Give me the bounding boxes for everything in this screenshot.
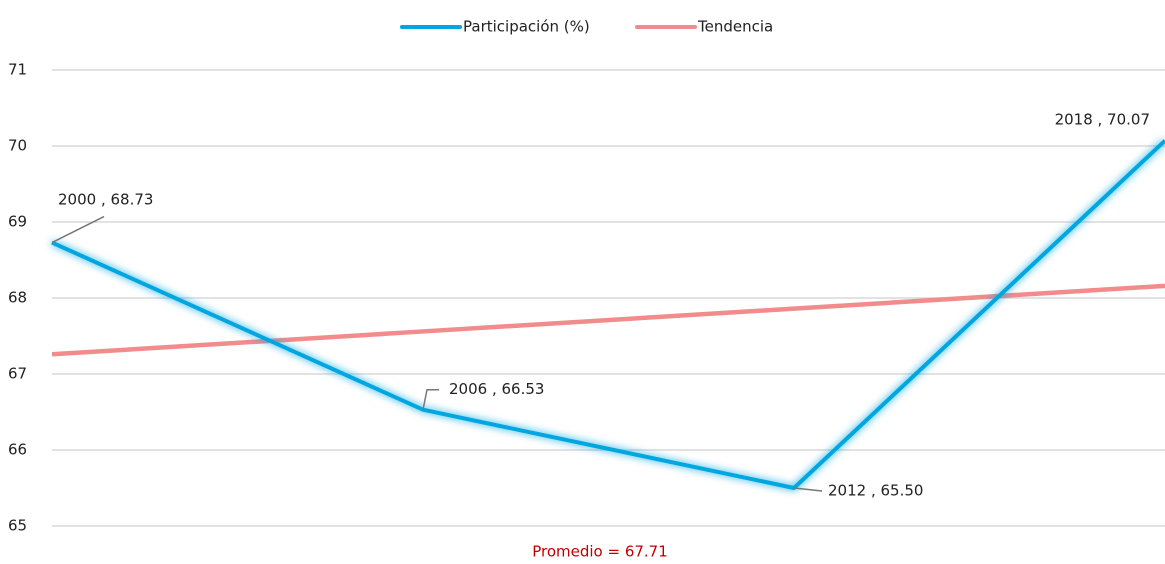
trend-line <box>51 283 1165 357</box>
participation-line <box>51 139 1165 490</box>
y-tick-label: 69 <box>8 213 27 231</box>
y-tick-label: 67 <box>8 365 27 383</box>
y-tick-label: 68 <box>8 289 27 307</box>
legend-label: Tendencia <box>697 18 773 36</box>
leader-line <box>422 388 439 410</box>
legend-label: Participación (%) <box>463 18 590 36</box>
y-tick-label: 71 <box>8 61 27 79</box>
average-annotation: Promedio = 67.71 <box>532 543 668 561</box>
leader-line <box>793 487 823 492</box>
data-label: 2006 , 66.53 <box>449 380 544 398</box>
data-label: 2000 , 68.73 <box>58 191 153 209</box>
data-label: 2012 , 65.50 <box>828 482 923 500</box>
y-tick-label: 65 <box>8 517 27 535</box>
y-tick-label: 66 <box>8 441 27 459</box>
y-tick-label: 70 <box>8 137 27 155</box>
data-label: 2018 , 70.07 <box>1055 111 1150 129</box>
leader-line <box>51 215 105 244</box>
